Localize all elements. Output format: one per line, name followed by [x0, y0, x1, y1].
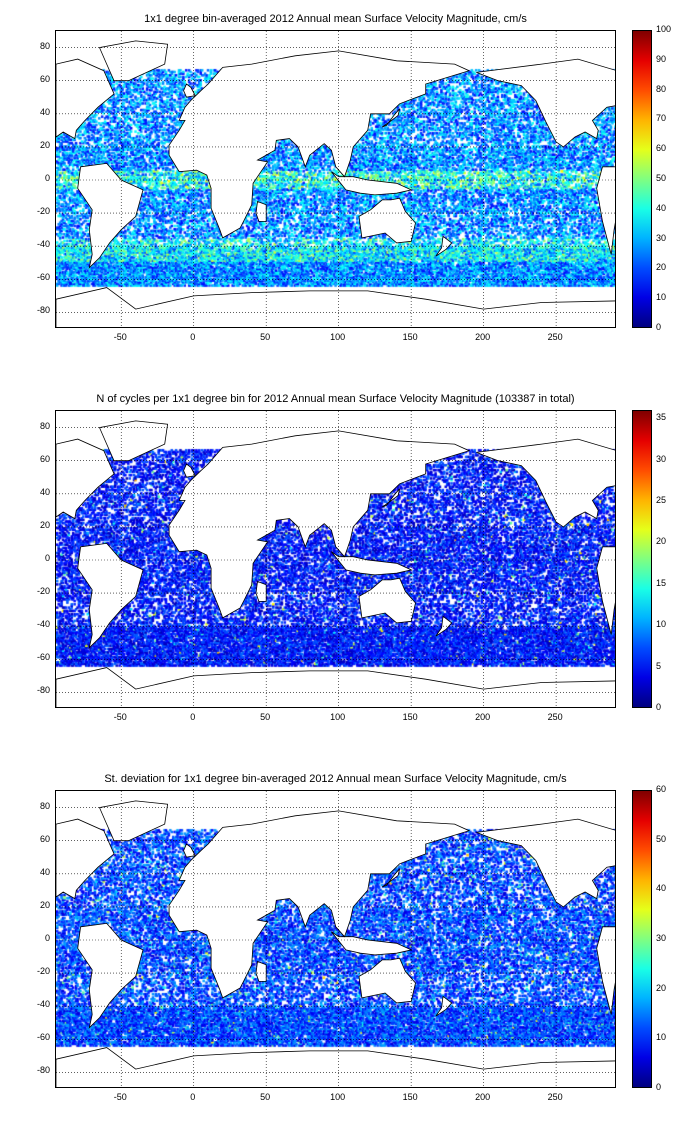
x-tick-label: 150 — [402, 332, 418, 342]
y-tick-label: -80 — [36, 685, 50, 696]
y-tick-label: -60 — [36, 652, 50, 663]
colorbar-tick-label: 0 — [656, 702, 662, 712]
colorbar-tick-label: 50 — [656, 833, 667, 844]
y-tick-label: 40 — [39, 486, 50, 497]
colorbar-tick-label: 40 — [656, 202, 667, 213]
y-tick-label: -20 — [36, 586, 50, 597]
y-tick-label: -40 — [36, 619, 50, 630]
y-tick-label: -40 — [36, 239, 50, 250]
x-tick-label: 100 — [330, 1092, 346, 1102]
colorbar-tick-label: 30 — [656, 933, 667, 943]
colorbar-tick-label: 100 — [656, 24, 672, 34]
y-tick-label: 80 — [39, 420, 50, 431]
y-tick-label: 0 — [44, 553, 50, 563]
colorbar-tick-label: 60 — [656, 143, 667, 154]
x-tick-label: 250 — [547, 332, 563, 342]
x-tick-label: 200 — [475, 1092, 491, 1102]
colorbar — [632, 410, 652, 708]
x-tick-label: 150 — [402, 712, 418, 722]
colorbar-tick-label: 40 — [656, 883, 667, 894]
colorbar-tick-label: 50 — [656, 173, 667, 183]
colorbar-tick-label: 35 — [656, 412, 667, 423]
x-tick-label: -50 — [113, 712, 127, 722]
y-tick-label: 40 — [39, 866, 50, 877]
y-tick-label: 0 — [44, 933, 50, 943]
y-tick-label: -60 — [36, 1032, 50, 1043]
colorbar-tick-label: 0 — [656, 322, 662, 332]
map-plot-area — [55, 790, 616, 1088]
x-tick-label: 250 — [547, 712, 563, 722]
y-tick-label: 0 — [44, 173, 50, 183]
colorbar-tick-label: 10 — [656, 1032, 667, 1043]
map-overlay — [56, 791, 615, 1087]
colorbar-tick-label: 5 — [656, 660, 662, 671]
x-tick-label: 100 — [330, 332, 346, 342]
std-deviation-panel: St. deviation for 1x1 degree bin-average… — [0, 760, 696, 1140]
colorbar-tick-label: 30 — [656, 453, 667, 464]
panel-title: St. deviation for 1x1 degree bin-average… — [104, 773, 567, 785]
y-tick-label: 60 — [39, 833, 50, 844]
colorbar-tick-label: 60 — [656, 784, 667, 794]
y-tick-label: 80 — [39, 40, 50, 51]
colorbar-tick-label: 0 — [656, 1082, 662, 1092]
x-tick-label: -50 — [113, 1092, 127, 1102]
colorbar-tick-label: 80 — [656, 83, 667, 94]
x-tick-label: 0 — [190, 332, 196, 342]
colorbar-tick-label: 20 — [656, 982, 667, 993]
y-tick-label: 80 — [39, 800, 50, 811]
y-tick-label: 20 — [39, 519, 50, 530]
x-tick-label: 50 — [260, 332, 271, 342]
x-tick-label: -50 — [113, 332, 127, 342]
colorbar-tick-label: 15 — [656, 577, 667, 588]
map-plot-area — [55, 30, 616, 328]
x-tick-label: 100 — [330, 712, 346, 722]
y-tick-label: 60 — [39, 453, 50, 464]
cycle-count-panel: N of cycles per 1x1 degree bin for 2012 … — [0, 380, 696, 760]
x-tick-label: 50 — [260, 1092, 271, 1102]
x-tick-label: 0 — [190, 1092, 196, 1102]
colorbar-tick-label: 30 — [656, 232, 667, 243]
colorbar-tick-label: 70 — [656, 113, 667, 124]
map-plot-area — [55, 410, 616, 708]
y-tick-label: 40 — [39, 106, 50, 117]
map-overlay — [56, 411, 615, 707]
land-mask — [56, 40, 615, 327]
colorbar-tick-label: 90 — [656, 53, 667, 64]
colorbar-tick-label: 20 — [656, 262, 667, 273]
y-tick-label: -20 — [36, 206, 50, 217]
x-tick-label: 0 — [190, 712, 196, 722]
colorbar-tick-label: 10 — [656, 619, 667, 630]
x-tick-label: 250 — [547, 1092, 563, 1102]
x-tick-label: 200 — [475, 332, 491, 342]
y-tick-label: -20 — [36, 966, 50, 977]
y-tick-label: -80 — [36, 305, 50, 316]
land-mask — [56, 420, 615, 707]
velocity-magnitude-panel: 1x1 degree bin-averaged 2012 Annual mean… — [0, 0, 696, 380]
x-tick-label: 50 — [260, 712, 271, 722]
panel-title: N of cycles per 1x1 degree bin for 2012 … — [96, 393, 575, 405]
y-tick-label: -60 — [36, 272, 50, 283]
y-tick-label: 60 — [39, 73, 50, 84]
x-tick-label: 150 — [402, 1092, 418, 1102]
y-tick-label: 20 — [39, 899, 50, 910]
panel-title: 1x1 degree bin-averaged 2012 Annual mean… — [144, 13, 527, 25]
map-overlay — [56, 31, 615, 327]
y-tick-label: -40 — [36, 999, 50, 1010]
colorbar — [632, 790, 652, 1088]
colorbar — [632, 30, 652, 328]
land-mask — [56, 800, 615, 1087]
colorbar-tick-label: 25 — [656, 495, 667, 506]
x-tick-label: 200 — [475, 712, 491, 722]
colorbar-tick-label: 20 — [656, 536, 667, 547]
y-tick-label: 20 — [39, 139, 50, 150]
y-tick-label: -80 — [36, 1065, 50, 1076]
colorbar-tick-label: 10 — [656, 292, 667, 303]
